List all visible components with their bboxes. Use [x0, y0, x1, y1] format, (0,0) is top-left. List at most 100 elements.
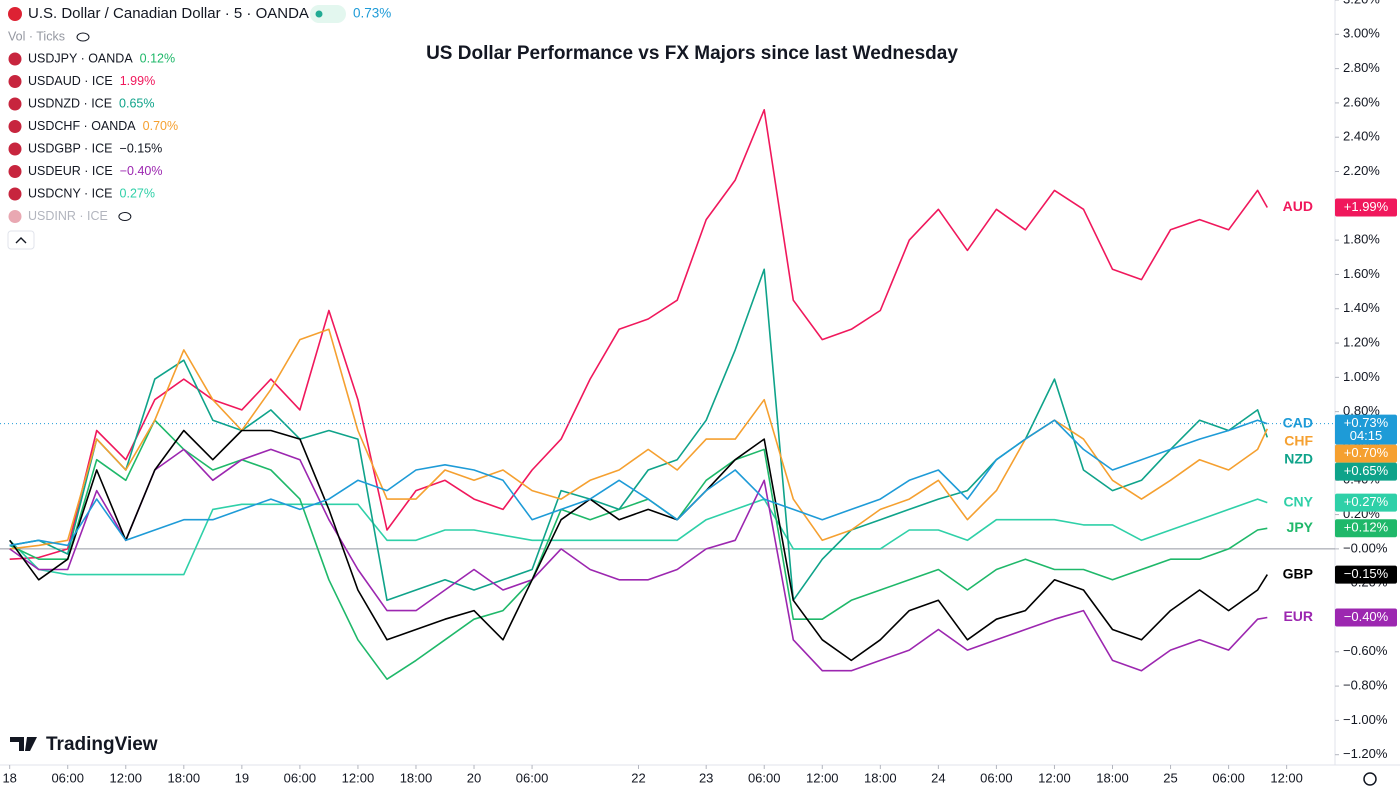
series-end-label: JPY [1287, 519, 1314, 535]
legend-symbol[interactable]: USDINR · ICE [28, 209, 108, 223]
y-tick-label: 0.80% [1343, 403, 1380, 418]
x-tick-label: 18:00 [400, 770, 433, 785]
price-badge [1335, 608, 1397, 627]
y-tick-label: 1.80% [1343, 232, 1380, 247]
status-pill [310, 5, 346, 23]
hidden-icon [118, 212, 132, 221]
flag-icon [8, 142, 22, 156]
price-badge-time: 04:15 [1350, 428, 1383, 443]
x-tick-label: 06:00 [284, 770, 317, 785]
legend-symbol[interactable]: USDJPY · OANDA [28, 51, 133, 65]
y-tick-label: 1.40% [1343, 300, 1380, 315]
legend-symbol[interactable]: USDNZD · ICE [28, 96, 112, 110]
x-tick-label: 06:00 [1212, 770, 1245, 785]
x-tick-label: 12:00 [1270, 770, 1303, 785]
flag-icon [8, 97, 22, 111]
legend-value: 1.99% [120, 74, 155, 88]
x-tick-label: 22 [631, 770, 645, 785]
y-tick-label: 1.60% [1343, 266, 1380, 281]
flag-icon [8, 165, 22, 178]
collapse-icon [15, 237, 27, 244]
legend-value: 0.12% [140, 51, 175, 65]
series-end-label: CAD [1283, 414, 1313, 430]
x-tick-label: 06:00 [748, 770, 781, 785]
series-line [9, 109, 1268, 560]
price-badge-label: +0.73% [1344, 415, 1389, 430]
settings-icon[interactable] [1363, 772, 1377, 786]
price-badge-label: +0.65% [1344, 463, 1389, 478]
y-tick-label: 3.20% [1343, 0, 1380, 6]
y-tick-label: 3.00% [1343, 26, 1380, 41]
y-tick-label: −1.20% [1343, 746, 1388, 761]
x-tick-label: 06:00 [980, 770, 1013, 785]
legend-value: 0.27% [120, 186, 155, 200]
y-tick-label: −0.80% [1343, 678, 1388, 693]
y-tick-label: −0.00% [1343, 540, 1388, 555]
brand-name: TradingView [46, 734, 158, 755]
legend-symbol[interactable]: USDCHF · OANDA [28, 119, 136, 133]
y-tick-label: −0.60% [1343, 643, 1388, 658]
legend-symbol[interactable]: USDAUD · ICE [28, 74, 113, 88]
price-badge-label: +0.27% [1344, 494, 1389, 509]
price-badge [1335, 462, 1397, 481]
series-end-label: GBP [1283, 565, 1313, 581]
series-line [9, 448, 1268, 672]
legend-value: 0.70% [143, 119, 178, 133]
symbol-title[interactable]: U.S. Dollar / Canadian Dollar · 5 · OAND… [28, 5, 309, 22]
flag-icon [8, 120, 22, 133]
indicator-label[interactable]: Vol · Ticks [8, 29, 65, 43]
legend-value: 0.65% [119, 96, 154, 110]
flag-icon [8, 187, 22, 201]
y-tick-label: −1.00% [1343, 712, 1388, 727]
legend-symbol[interactable]: USDEUR · ICE [28, 164, 113, 178]
x-tick-label: 06:00 [51, 770, 84, 785]
chart-title: US Dollar Performance vs FX Majors since… [426, 43, 958, 64]
y-tick-label: 2.20% [1343, 163, 1380, 178]
x-tick-label: 12:00 [806, 770, 839, 785]
series-line [9, 419, 1268, 547]
x-tick-label: 20 [467, 770, 481, 785]
symbol-change: 0.73% [353, 6, 391, 21]
collapse-button[interactable] [7, 230, 35, 250]
y-tick-label: 1.00% [1343, 369, 1380, 384]
series-end-label: AUD [1283, 198, 1313, 214]
price-badge-label: +0.12% [1344, 520, 1389, 535]
flag-icon [8, 52, 22, 66]
legend-symbol[interactable]: USDCNY · ICE [28, 186, 113, 200]
status-dot [315, 10, 323, 18]
x-tick-label: 18 [2, 770, 16, 785]
x-tick-label: 12:00 [1038, 770, 1071, 785]
series-line [9, 328, 1269, 550]
price-badge-label: +0.70% [1344, 445, 1389, 460]
series-line [9, 429, 1268, 662]
y-tick-label: 1.20% [1343, 334, 1380, 349]
flag-icon [8, 7, 22, 21]
series-line [9, 498, 1268, 576]
flag-icon [8, 210, 22, 223]
price-badge [1335, 565, 1397, 584]
x-tick-label: 18:00 [168, 770, 201, 785]
x-tick-label: 06:00 [516, 770, 549, 785]
x-tick-label: 12:00 [109, 770, 142, 785]
price-badge [1335, 444, 1397, 463]
x-tick-label: 25 [1163, 770, 1177, 785]
x-tick-label: 18:00 [1096, 770, 1129, 785]
x-tick-label: 24 [931, 770, 945, 785]
y-tick-label: 2.60% [1343, 94, 1380, 109]
legend-symbol[interactable]: USDGBP · ICE [28, 141, 113, 155]
price-badge-label: −0.15% [1344, 566, 1389, 581]
x-tick-label: 23 [699, 770, 713, 785]
x-tick-label: 19 [235, 770, 249, 785]
series-end-label: NZD [1284, 450, 1313, 466]
y-tick-label: 2.80% [1343, 60, 1380, 75]
legend-value: −0.15% [120, 141, 163, 155]
price-badge [1335, 493, 1397, 512]
price-badge [1335, 519, 1397, 538]
series-end-label: CHF [1284, 432, 1313, 448]
price-badge [1335, 198, 1397, 217]
x-tick-label: 18:00 [864, 770, 897, 785]
flag-icon [8, 75, 22, 88]
legend-value: −0.40% [120, 164, 163, 178]
